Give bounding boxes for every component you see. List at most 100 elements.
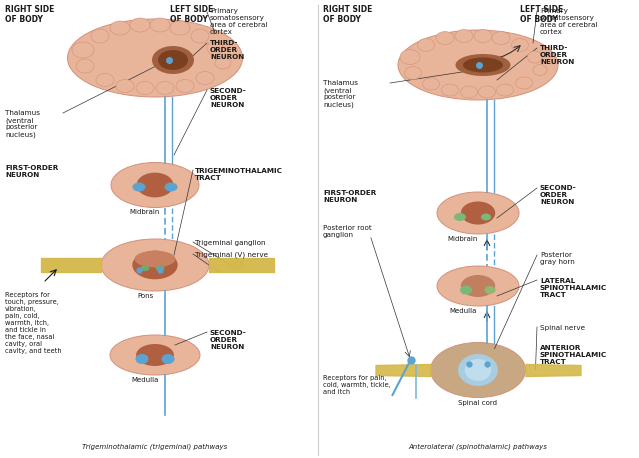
Ellipse shape: [533, 65, 547, 76]
Ellipse shape: [170, 21, 190, 35]
Ellipse shape: [437, 266, 519, 306]
Ellipse shape: [459, 347, 477, 360]
Text: SECOND-
ORDER
NEURON: SECOND- ORDER NEURON: [210, 330, 247, 350]
Ellipse shape: [437, 192, 519, 234]
Ellipse shape: [110, 21, 130, 35]
Text: LEFT SIDE
OF BODY: LEFT SIDE OF BODY: [520, 5, 563, 24]
Ellipse shape: [215, 57, 231, 69]
Text: Posterior
gray horn: Posterior gray horn: [540, 252, 574, 265]
Ellipse shape: [176, 80, 194, 93]
Ellipse shape: [162, 354, 174, 364]
Ellipse shape: [130, 18, 150, 32]
Text: Medulla: Medulla: [131, 377, 158, 383]
Ellipse shape: [136, 344, 174, 366]
Text: Trigeminal ganglion: Trigeminal ganglion: [195, 240, 265, 246]
Text: RIGHT SIDE
OF BODY: RIGHT SIDE OF BODY: [323, 5, 373, 24]
Text: Thalamus
(ventral
posterior
nucleus): Thalamus (ventral posterior nucleus): [323, 80, 358, 108]
Ellipse shape: [461, 275, 495, 297]
Ellipse shape: [479, 86, 495, 98]
Ellipse shape: [91, 29, 109, 43]
Ellipse shape: [68, 19, 242, 97]
Text: Posterior root
ganglion: Posterior root ganglion: [323, 225, 372, 238]
Ellipse shape: [116, 80, 134, 93]
Ellipse shape: [454, 213, 466, 221]
Text: TRIGEMINOTHALAMIC
TRACT: TRIGEMINOTHALAMIC TRACT: [195, 168, 283, 181]
Ellipse shape: [484, 286, 495, 294]
Text: THIRD-
ORDER
NEURON: THIRD- ORDER NEURON: [540, 45, 574, 65]
Ellipse shape: [481, 213, 491, 220]
Text: Primary
somatosensory
area of cerebral
cortex: Primary somatosensory area of cerebral c…: [210, 8, 267, 35]
Ellipse shape: [458, 354, 498, 386]
Text: RIGHT SIDE
OF BODY: RIGHT SIDE OF BODY: [5, 5, 54, 24]
Text: Midbrain: Midbrain: [130, 209, 160, 216]
Ellipse shape: [191, 29, 209, 43]
Ellipse shape: [454, 376, 474, 392]
Ellipse shape: [76, 59, 94, 73]
Text: Trigeminal (V) nerve: Trigeminal (V) nerve: [195, 252, 268, 258]
Ellipse shape: [156, 82, 174, 94]
Ellipse shape: [456, 54, 511, 76]
Text: Medulla: Medulla: [449, 308, 477, 314]
Text: Midbrain: Midbrain: [448, 236, 478, 242]
Ellipse shape: [132, 251, 178, 279]
Ellipse shape: [72, 42, 94, 58]
Ellipse shape: [528, 51, 543, 63]
Ellipse shape: [137, 173, 173, 197]
Ellipse shape: [132, 182, 146, 191]
Text: ANTERIOR
SPINOTHALAMIC
TRACT: ANTERIOR SPINOTHALAMIC TRACT: [540, 345, 607, 365]
Ellipse shape: [463, 58, 503, 72]
Ellipse shape: [398, 30, 558, 100]
Ellipse shape: [158, 50, 188, 70]
Ellipse shape: [461, 86, 477, 98]
Text: Thalamus
(ventral
posterior
nucleus): Thalamus (ventral posterior nucleus): [5, 110, 40, 138]
Text: Receptors for pain,
cold, warmth, tickle,
and itch: Receptors for pain, cold, warmth, tickle…: [323, 375, 390, 395]
Text: Pons: Pons: [137, 293, 153, 299]
Ellipse shape: [516, 77, 532, 89]
Text: SECOND-
ORDER
NEURON: SECOND- ORDER NEURON: [210, 88, 247, 108]
Ellipse shape: [164, 182, 178, 191]
Ellipse shape: [111, 163, 199, 207]
Ellipse shape: [152, 46, 194, 74]
Ellipse shape: [207, 41, 223, 55]
Ellipse shape: [101, 239, 209, 291]
Ellipse shape: [511, 38, 528, 51]
Ellipse shape: [96, 73, 114, 87]
Text: SECOND-
ORDER
NEURON: SECOND- ORDER NEURON: [540, 185, 577, 205]
Ellipse shape: [431, 343, 525, 398]
Text: Primary
somatosensory
area of cerebral
cortex: Primary somatosensory area of cerebral c…: [540, 8, 597, 35]
Ellipse shape: [110, 335, 200, 375]
Ellipse shape: [150, 18, 170, 32]
Ellipse shape: [141, 265, 150, 271]
Ellipse shape: [417, 38, 435, 51]
Text: LEFT SIDE
OF BODY: LEFT SIDE OF BODY: [170, 5, 213, 24]
Ellipse shape: [436, 32, 454, 44]
Ellipse shape: [136, 82, 154, 94]
Ellipse shape: [230, 260, 244, 270]
Text: Anterolateral (spinothalamic) pathways: Anterolateral (spinothalamic) pathways: [408, 443, 548, 450]
Ellipse shape: [404, 66, 422, 80]
Ellipse shape: [492, 32, 510, 44]
Text: Receptors for
touch, pressure,
vibration,
pain, cold,
warmth, itch,
and tickle i: Receptors for touch, pressure, vibration…: [5, 292, 61, 354]
Text: Spinal nerve: Spinal nerve: [540, 325, 585, 331]
Text: THIRD-
ORDER
NEURON: THIRD- ORDER NEURON: [210, 40, 244, 60]
Ellipse shape: [134, 251, 176, 267]
Ellipse shape: [400, 49, 420, 65]
Ellipse shape: [482, 376, 502, 392]
Ellipse shape: [460, 285, 472, 294]
Ellipse shape: [196, 71, 214, 84]
Ellipse shape: [474, 29, 492, 43]
Text: Spinal cord: Spinal cord: [459, 400, 498, 407]
Ellipse shape: [479, 347, 497, 360]
Text: FIRST-ORDER
NEURON: FIRST-ORDER NEURON: [5, 165, 58, 178]
Ellipse shape: [442, 84, 459, 96]
Ellipse shape: [461, 202, 495, 224]
Text: Trigeminothalamic (trigeminal) pathways: Trigeminothalamic (trigeminal) pathways: [82, 443, 227, 450]
Ellipse shape: [422, 78, 440, 90]
Ellipse shape: [497, 84, 514, 96]
Text: LATERAL
SPINOTHALAMIC
TRACT: LATERAL SPINOTHALAMIC TRACT: [540, 278, 607, 298]
Ellipse shape: [455, 29, 473, 43]
Ellipse shape: [135, 354, 148, 364]
Text: FIRST-ORDER
NEURON: FIRST-ORDER NEURON: [323, 190, 376, 203]
Ellipse shape: [465, 359, 491, 381]
Ellipse shape: [155, 265, 164, 271]
